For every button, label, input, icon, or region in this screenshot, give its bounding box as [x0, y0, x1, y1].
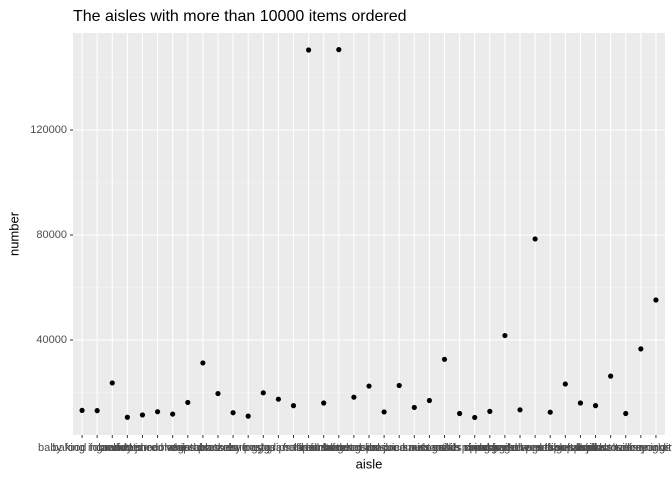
point	[124, 414, 130, 420]
x-tick-label: energy granola bars	[229, 442, 327, 454]
point	[441, 356, 448, 362]
point	[245, 413, 251, 419]
x-tick-label: milk	[435, 442, 455, 454]
point	[215, 390, 221, 397]
point	[351, 394, 357, 400]
x-tick-label: crackers	[197, 442, 239, 454]
point	[532, 236, 538, 242]
x-tick-label: water seltzer sparkling water	[570, 442, 672, 454]
point	[336, 47, 342, 53]
point	[608, 373, 614, 379]
x-tick-label: soft drinks	[555, 442, 606, 454]
point	[260, 390, 266, 396]
y-axis-title: number	[6, 211, 21, 256]
x-tick-label: lunch meat	[403, 442, 457, 454]
x-tick-label: preserved dips spreads	[493, 442, 608, 454]
point	[230, 410, 236, 416]
y-tick-label: 120000	[30, 124, 67, 136]
point	[185, 399, 191, 406]
point	[79, 407, 85, 413]
point	[562, 381, 568, 387]
x-tick-label: packaged produce	[475, 442, 566, 454]
x-tick-label: baby food formula	[38, 442, 127, 454]
x-tick-label: frozen meals	[322, 442, 385, 454]
point	[305, 47, 312, 53]
y-tick-label: 40000	[36, 334, 67, 346]
x-tick-label: butter	[113, 442, 141, 454]
x-tick-label: canned meals beans	[122, 442, 224, 454]
point	[472, 414, 478, 421]
point	[411, 404, 417, 411]
x-tick-label: other creams cheeses	[436, 442, 545, 454]
x-tick-label: soup broth bouillon	[549, 442, 642, 454]
point	[502, 332, 508, 339]
x-tick-label: chips pretzels	[169, 442, 237, 454]
x-tick-label: refrigerated	[537, 442, 593, 454]
point	[517, 407, 523, 413]
point	[547, 409, 553, 415]
point	[200, 360, 206, 366]
point	[426, 397, 433, 404]
x-tick-label: soy lactosefree	[574, 442, 648, 454]
x-tick-label: baking ingredients	[53, 442, 143, 454]
x-tick-label: bread	[98, 442, 126, 454]
point	[139, 412, 146, 418]
x-tick-label: candy chocolate	[103, 442, 183, 454]
point	[154, 409, 161, 415]
point	[396, 382, 402, 389]
chart-title: The aisles with more than 10000 items or…	[73, 8, 407, 25]
x-tick-label: fresh herbs	[296, 442, 352, 454]
x-tick-label: fresh dips tapenades	[242, 442, 345, 454]
point	[638, 346, 644, 352]
x-tick-label: frozen produce	[332, 442, 405, 454]
point	[487, 408, 493, 415]
point	[592, 403, 599, 409]
x-tick-label: ice cream ice	[367, 442, 432, 454]
point	[109, 380, 115, 386]
x-tick-label: nuts seeds dried fruit	[409, 442, 511, 454]
point	[321, 400, 327, 406]
y-tick-label: 80000	[36, 229, 67, 241]
x-tick-label: packaged cheese	[462, 442, 548, 454]
point	[366, 383, 372, 389]
x-tick-label: canned jarred vegetables	[96, 442, 220, 454]
point	[653, 297, 659, 303]
x-tick-label: dry pasta	[226, 442, 272, 454]
x-axis-title: aisle	[356, 456, 383, 471]
point	[577, 400, 584, 406]
x-tick-label: yogurt	[641, 442, 672, 454]
x-tick-label: fresh fruits	[283, 442, 335, 454]
point	[290, 403, 297, 409]
point	[275, 396, 281, 402]
point	[623, 410, 629, 417]
point	[381, 409, 387, 415]
x-tick-label: hot dogs bacon sausage	[324, 442, 444, 454]
x-tick-label: eggs	[251, 442, 275, 454]
point	[457, 410, 463, 417]
x-tick-label: spices seasonings	[581, 442, 671, 454]
x-tick-label: cream	[218, 442, 249, 454]
x-tick-label: oils vinegars	[444, 442, 506, 454]
point	[170, 411, 176, 417]
x-tick-label: cereal	[173, 442, 203, 454]
x-tick-label: packaged vegetables fruits	[470, 442, 601, 454]
x-tick-label: fresh vegetables	[298, 442, 379, 454]
point	[94, 408, 100, 414]
x-tick-label: juice nectars	[382, 442, 445, 454]
